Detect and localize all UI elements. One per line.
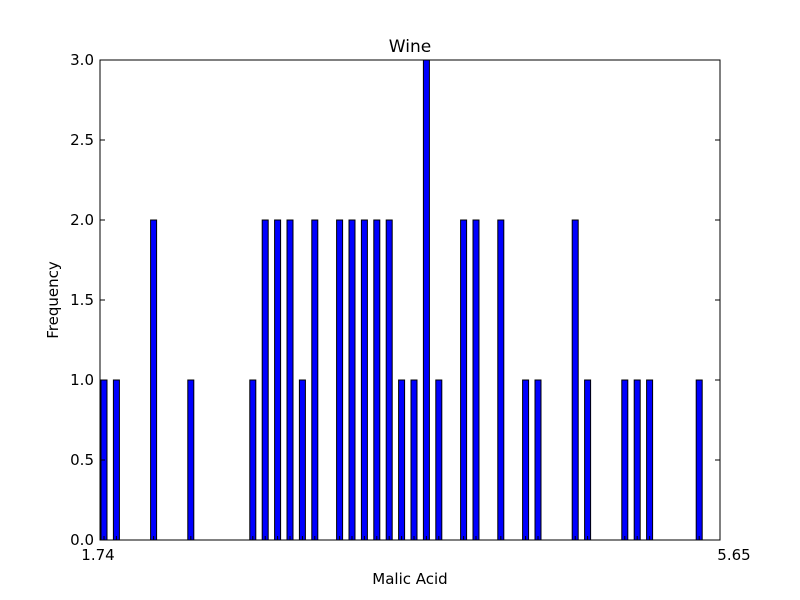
x-tick-label-first: 1.74	[81, 546, 114, 564]
x-axis-label: Malic Acid	[372, 570, 447, 588]
bar-14	[385, 219, 393, 541]
bar-24	[571, 219, 579, 541]
bar-26	[621, 379, 629, 541]
bar-21	[497, 219, 505, 541]
y-tick-label: 1.5	[70, 291, 94, 309]
bar-27	[633, 379, 641, 541]
bar-11	[348, 219, 356, 541]
bar-18	[435, 379, 443, 541]
x-tick-label-last: 5.65	[717, 546, 750, 564]
bar-1	[112, 379, 120, 541]
bar-17	[422, 59, 430, 541]
y-tick-label: 2.5	[70, 131, 94, 149]
bar-10	[336, 219, 344, 541]
bar-9	[311, 219, 319, 541]
bar-6	[274, 219, 282, 541]
y-tick-label: 3.0	[70, 51, 94, 69]
bar-25	[584, 379, 592, 541]
bar-8	[298, 379, 306, 541]
chart-title: Wine	[389, 37, 431, 57]
bar-15	[398, 379, 406, 541]
plot-frame	[99, 59, 721, 541]
y-ticks-group: 0.0 0.5 1.0 1.5 2.0 2.5 3.0	[70, 51, 720, 549]
bar-3	[187, 379, 195, 541]
bar-23	[534, 379, 542, 541]
y-tick-label: 1.0	[70, 371, 94, 389]
y-tick-label: 0.5	[70, 451, 94, 469]
bar-22	[522, 379, 530, 541]
y-tick-label: 0.0	[70, 531, 94, 549]
bar-4	[249, 379, 257, 541]
bar-2	[150, 219, 158, 541]
bar-5	[261, 219, 269, 541]
y-tick-label: 2.0	[70, 211, 94, 229]
x-ticks-group: 1.74 5.65	[81, 536, 751, 564]
bar-12	[360, 219, 368, 541]
bar-7	[286, 219, 294, 541]
bar-29	[695, 379, 703, 541]
bars-group	[100, 59, 703, 541]
bar-20	[472, 219, 480, 541]
y-axis-label: Frequency	[44, 261, 62, 339]
bar-13	[373, 219, 381, 541]
bar-19	[460, 219, 468, 541]
bar-28	[646, 379, 654, 541]
bar-16	[410, 379, 418, 541]
